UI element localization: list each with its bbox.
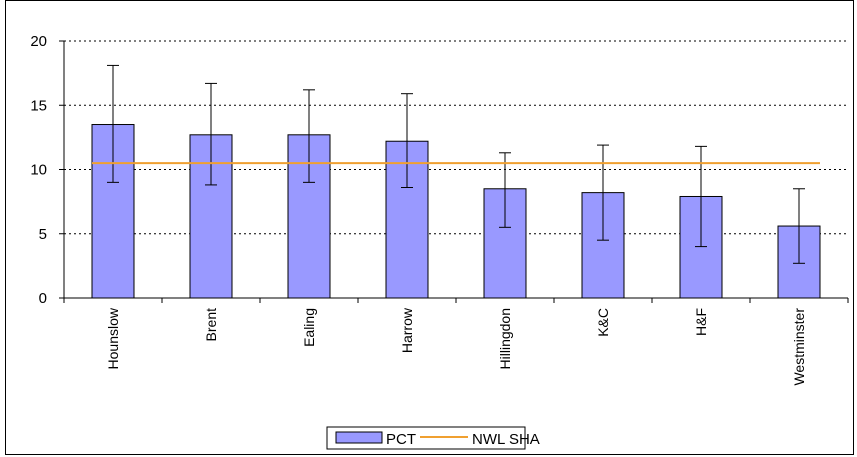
y-tick-label: 15 [30,97,47,114]
x-tick-labels: Hounslow Brent Ealing Harrow Hillingdon K&C H&… [63,298,849,386]
y-tick-label: 20 [30,33,47,50]
y-tick-label: 0 [39,290,47,307]
legend-label-nwl-sha: NWL SHA [472,431,540,448]
category-label: Hillingdon [497,308,513,369]
error-bar [499,152,511,228]
category-label: Harrow [399,307,415,353]
y-tick-label: 10 [30,162,47,179]
y-tick-labels: 0 5 10 15 20 [30,33,64,307]
category-label: H&F [693,308,709,336]
error-bar [205,82,217,186]
legend: PCT NWL SHA [326,426,540,450]
category-label: K&C [595,308,611,337]
y-tick-label: 5 [39,226,47,243]
bar-h-f [679,195,723,299]
legend-label-pct: PCT [386,431,416,448]
error-bar [401,93,413,188]
error-bar [597,144,609,241]
bars [91,124,821,299]
gridlines [64,40,848,235]
category-label: Brent [203,308,219,342]
legend-swatch-pct [335,431,383,444]
error-bar [793,188,805,264]
category-label: Ealing [301,308,317,347]
error-bar [303,89,315,183]
category-label: Westminster [791,308,807,386]
category-label: Hounslow [105,307,121,369]
